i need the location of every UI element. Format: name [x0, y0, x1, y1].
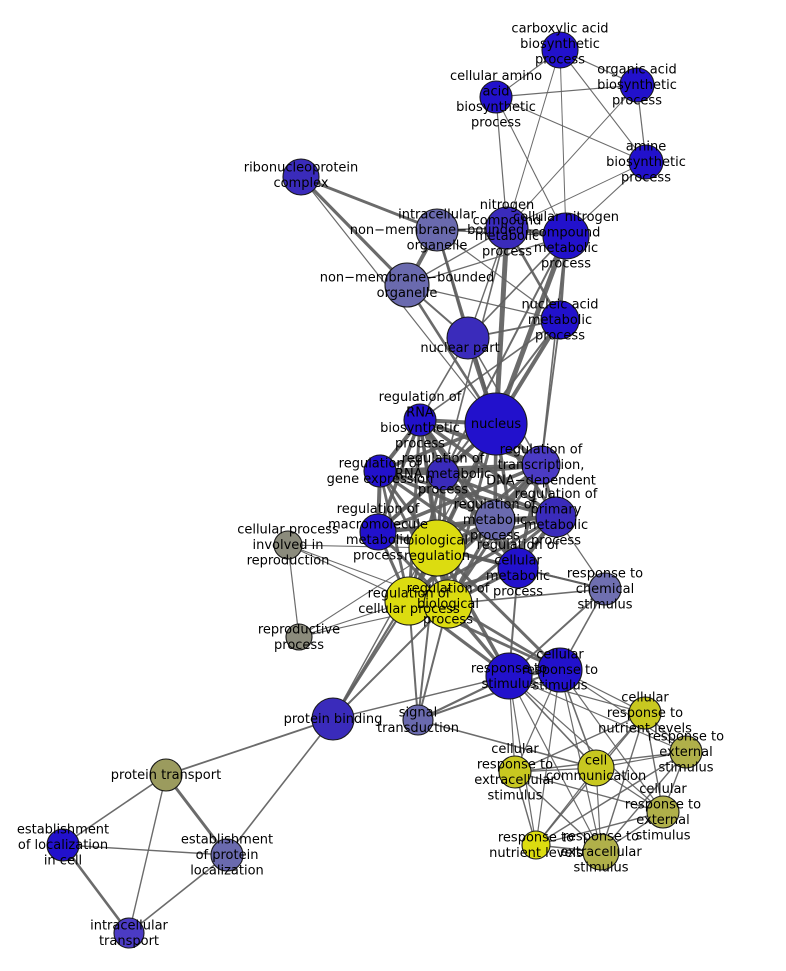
graph-node-cellular-response-to-external-stimulus[interactable]: cellular response to external stimulus	[646, 795, 680, 829]
graph-node-regulation-of-transcription-dna-dependent[interactable]: regulation of transcription, DNA−depende…	[521, 445, 561, 485]
graph-node-response-to-extracellular-stimulus[interactable]: response to extracellular stimulus	[582, 833, 620, 871]
graph-edge	[417, 547, 438, 721]
graph-edge	[514, 771, 602, 853]
graph-edge	[379, 463, 542, 473]
graph-edge	[600, 751, 687, 853]
graph-node-cellular-response-to-extracellular-stimulus[interactable]: cellular response to extracellular stimu…	[498, 755, 532, 789]
graph-node-cellular-process-involved-in-reproduction[interactable]: cellular process involved in reproductio…	[273, 530, 303, 560]
graph-edge	[419, 319, 561, 421]
graph-edge	[506, 84, 638, 229]
graph-edge	[508, 675, 602, 853]
graph-node-establishment-of-protein-localization[interactable]: establishment of protein localization	[210, 838, 244, 872]
graph-node-biological-regulation[interactable]: biological regulation	[408, 519, 466, 577]
graph-node-nitrogen-compound-metabolic-process[interactable]: nitrogen compound metabolic process	[485, 206, 529, 250]
graph-node-regulation-of-rna-metabolic-process[interactable]: regulation of RNA metabolic process	[426, 457, 460, 491]
graph-node-cellular-response-to-stimulus[interactable]: cellular response to stimulus	[537, 647, 583, 693]
graph-edge	[447, 588, 606, 605]
graph-edge	[332, 675, 510, 720]
graph-node-response-to-nutrient-levels[interactable]: response to nutrient levels	[521, 830, 551, 860]
graph-node-signal-transduction[interactable]: signal transduction	[402, 704, 434, 736]
graph-edge	[467, 235, 567, 339]
graph-edge	[559, 49, 567, 237]
graph-edge	[508, 675, 687, 753]
graph-node-intracellular-transport[interactable]: intracellular transport	[113, 917, 145, 949]
graph-edge	[165, 718, 334, 776]
graph-edge	[644, 712, 664, 813]
graph-node-regulation-of-gene-expression[interactable]: regulation of gene expression	[363, 454, 397, 488]
graph-edge	[435, 546, 562, 672]
graph-edge	[540, 319, 561, 466]
graph-node-cellular-response-to-nutrient-levels[interactable]: cellular response to nutrient levels	[628, 696, 662, 730]
graph-node-ribonucleoprotein-complex[interactable]: ribonucleoprotein complex	[282, 158, 320, 196]
graph-edge	[407, 419, 422, 602]
graph-edge	[495, 84, 638, 98]
graph-edge	[495, 96, 647, 163]
graph-edge	[287, 544, 300, 638]
graph-edge	[332, 603, 449, 720]
graph-node-intracellular-non-membrane-bounded-organelle[interactable]: intracellular non−membrane−bounded organ…	[415, 208, 459, 252]
graph-edge	[379, 469, 557, 519]
graph-edge	[506, 161, 647, 229]
graph-node-carboxylic-acid-biosynthetic-process[interactable]: carboxylic acid biosynthetic process	[541, 31, 579, 69]
graph-edge	[417, 719, 597, 769]
graph-node-response-to-external-stimulus[interactable]: response to external stimulus	[669, 735, 703, 769]
graph-edge	[128, 774, 167, 934]
graph-node-regulation-of-rna-biosynthetic-process[interactable]: regulation of RNA biosynthetic process	[403, 403, 437, 437]
graph-node-regulation-of-metabolic-process[interactable]: regulation of metabolic process	[474, 499, 516, 541]
graph-edge	[406, 284, 561, 321]
graph-node-cellular-nitrogen-compound-metabolic-process[interactable]: cellular nitrogen compound metabolic pro…	[542, 212, 590, 260]
graph-edge	[379, 469, 496, 522]
graph-node-response-to-chemical-stimulus[interactable]: response to chemical stimulus	[588, 572, 622, 606]
graph-node-reproductive-process[interactable]: reproductive process	[285, 623, 313, 651]
graph-node-nucleic-acid-metabolic-process[interactable]: nucleic acid metabolic process	[540, 300, 580, 340]
graph-edge	[514, 771, 664, 813]
graph-node-regulation-of-cellular-metabolic-process[interactable]: regulation of cellular metabolic process	[497, 547, 539, 589]
graph-edge	[559, 49, 647, 163]
graph-edge	[495, 96, 508, 229]
graph-node-response-to-stimulus[interactable]: response to stimulus	[485, 652, 533, 700]
graph-edge	[226, 718, 334, 856]
node-layer[interactable]: carboxylic acid biosynthetic process orga…	[46, 31, 703, 949]
graph-node-cell-communication[interactable]: cell communication	[577, 749, 615, 787]
graph-node-protein-binding[interactable]: protein binding	[311, 697, 355, 741]
graph-node-regulation-of-biological-process[interactable]: regulation of biological process	[423, 579, 473, 629]
graph-node-protein-transport[interactable]: protein transport	[149, 758, 183, 792]
graph-edge	[62, 774, 167, 846]
node-label-layer: carboxylic acid biosynthetic processorgani…	[17, 21, 724, 948]
graph-edge	[506, 49, 561, 229]
graph-edge	[61, 844, 131, 934]
graph-edge	[299, 175, 409, 287]
graph-edge	[332, 423, 497, 720]
graph-edge	[417, 669, 561, 721]
graph-edge	[436, 229, 561, 321]
graph-edge	[600, 712, 646, 853]
graph-node-establishment-of-localization-in-cell[interactable]: establishment of localization in cell	[46, 828, 80, 862]
graph-edge	[300, 175, 438, 232]
graph-edge	[62, 844, 228, 856]
graph-node-nuclear-part[interactable]: nuclear part	[446, 316, 490, 360]
graph-edge	[164, 774, 229, 856]
graph-node-regulation-of-macromolecule-metabolic-process[interactable]: regulation of macromolecule metabolic pr…	[359, 513, 397, 551]
graph-edge	[128, 854, 228, 934]
graph-edge	[559, 669, 664, 813]
graph-node-nucleus[interactable]: nucleus	[464, 392, 528, 456]
graph-edge	[508, 675, 664, 813]
graph-node-organic-acid-biosynthetic-process[interactable]: organic acid biosynthetic process	[619, 67, 655, 103]
graph-edge	[493, 235, 569, 425]
graph-node-non-membrane-bounded-organelle[interactable]: non−membrane−bounded organelle	[384, 262, 430, 308]
graph-node-amine-biosynthetic-process[interactable]: amine biosynthetic process	[628, 144, 664, 180]
graph-edge	[514, 712, 646, 773]
edge-layer	[61, 49, 687, 934]
graph-edge	[495, 96, 567, 237]
graph-edge	[406, 235, 567, 286]
graph-node-cellular-amino-acid-biosynthetic-process[interactable]: cellular amino acid biosynthetic process	[479, 80, 513, 114]
graph-node-regulation-of-primary-metabolic-process[interactable]: regulation of primary metabolic process	[535, 496, 577, 538]
graph-edge	[559, 669, 687, 753]
